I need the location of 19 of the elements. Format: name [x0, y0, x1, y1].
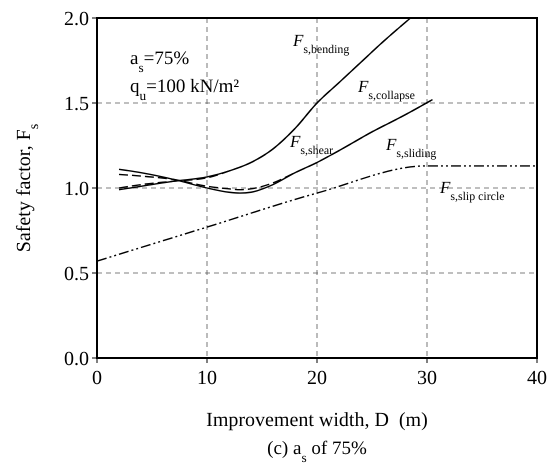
- series-label: F$_{s,slip circle}$: [439, 178, 505, 203]
- annotation: a$_{s}$=75%: [130, 48, 190, 74]
- x-tick-label: 10: [197, 367, 217, 389]
- series-label: F$_{s,shear}$: [289, 132, 334, 157]
- annotation: q$_{u}$=100 kN/m²: [130, 76, 240, 102]
- x-tick-label: 20: [307, 367, 327, 389]
- y-tick-label: 0.5: [64, 263, 89, 285]
- text: (c) a$_{s}$ of 75%: [267, 438, 367, 464]
- x-axis-title: Improvement width, D (m): [206, 409, 428, 431]
- x-tick-label: 40: [527, 367, 547, 389]
- series-label: F$_{s,bending}$: [292, 31, 350, 56]
- y-tick-label: 1.0: [64, 178, 89, 200]
- y-tick-label: 1.5: [64, 93, 89, 115]
- x-tick-label: 0: [92, 367, 102, 389]
- series-label: F$_{s,collapse}$: [357, 77, 415, 102]
- series-label: F$_{s,sliding}$: [385, 135, 436, 160]
- y-tick-label: 0.0: [64, 348, 89, 370]
- x-tick-label: 30: [417, 367, 437, 389]
- y-tick-label: 2.0: [64, 8, 89, 30]
